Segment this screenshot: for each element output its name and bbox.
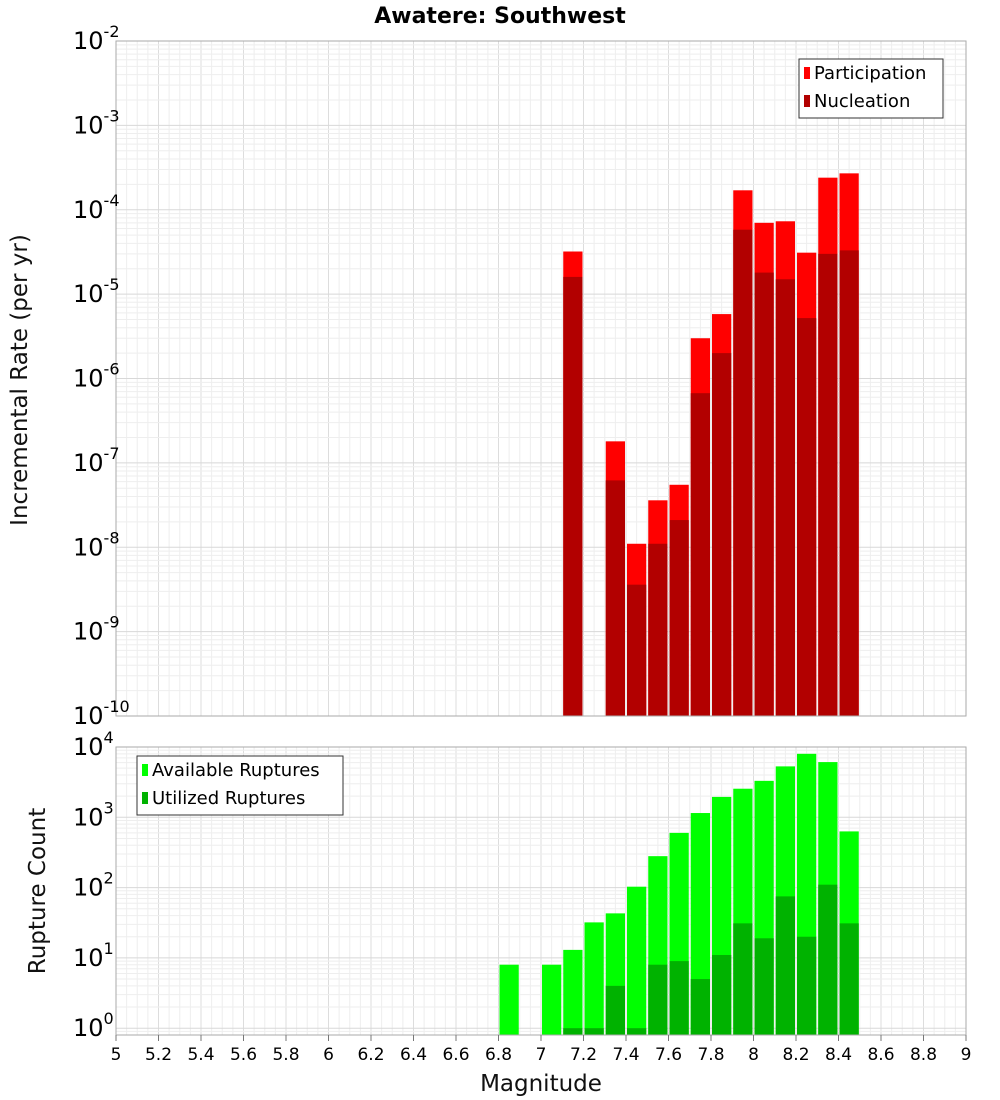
y-tick-label: 10-2 bbox=[73, 22, 120, 55]
x-tick-label: 6 bbox=[323, 1045, 334, 1065]
count-y-axis-label: Rupture Count bbox=[25, 808, 51, 974]
x-tick-label: 5.8 bbox=[272, 1045, 299, 1065]
bar-available-ruptures bbox=[627, 886, 647, 1035]
rate-y-axis-label: Incremental Rate (per yr) bbox=[7, 234, 33, 526]
bar-utilized-ruptures bbox=[754, 938, 774, 1035]
x-tick-label: 5.2 bbox=[145, 1045, 172, 1065]
bar-nucleation bbox=[563, 276, 583, 716]
bar-utilized-ruptures bbox=[775, 896, 795, 1035]
y-tick-label: 10-4 bbox=[73, 191, 120, 224]
y-tick-label: 102 bbox=[73, 869, 114, 902]
x-tick-label: 6.6 bbox=[442, 1045, 469, 1065]
bar-available-ruptures bbox=[563, 949, 583, 1035]
bar-nucleation bbox=[648, 543, 668, 716]
y-tick-label: 104 bbox=[73, 728, 114, 761]
legend-swatch bbox=[804, 95, 810, 107]
bar-utilized-ruptures bbox=[648, 964, 668, 1035]
rate-y-ticks: 10-10 10-9 10-8 10-7 10-6 10-5 10-4 10-3 10-2 bbox=[73, 22, 130, 730]
bar-nucleation bbox=[627, 584, 647, 716]
y-tick-label: 10-6 bbox=[73, 360, 120, 393]
y-tick-label: 10-7 bbox=[73, 444, 120, 477]
x-tick-label: 5 bbox=[111, 1045, 122, 1065]
count-legend: Available Ruptures Utilized Ruptures bbox=[136, 755, 344, 816]
y-tick-label: 10-9 bbox=[73, 613, 120, 646]
bar-utilized-ruptures bbox=[627, 1028, 647, 1035]
legend-swatch bbox=[142, 792, 148, 804]
bar-utilized-ruptures bbox=[563, 1028, 583, 1035]
y-tick-label: 10-8 bbox=[73, 528, 120, 561]
legend-box bbox=[798, 58, 944, 119]
y-tick-label: 10-3 bbox=[73, 106, 120, 139]
bar-nucleation bbox=[669, 520, 689, 716]
x-tick-label: 9 bbox=[961, 1045, 972, 1065]
bar-utilized-ruptures bbox=[605, 985, 625, 1035]
x-tick-label: 7.4 bbox=[612, 1045, 639, 1065]
y-tick-label: 10-10 bbox=[73, 697, 130, 730]
magnitude-x-ticks: 5 5.2 5.4 5.6 5.8 6 6.2 6.4 6.6 6.8 7 7.2 7.4 7.6 7.8 8… bbox=[111, 1035, 972, 1065]
legend-swatch bbox=[804, 67, 810, 79]
x-tick-label: 8.8 bbox=[910, 1045, 937, 1065]
bar-nucleation bbox=[839, 250, 859, 717]
bar-nucleation bbox=[818, 253, 838, 716]
legend-label: Nucleation bbox=[814, 91, 910, 112]
x-tick-label: 5.6 bbox=[230, 1045, 257, 1065]
x-axis-label: Magnitude bbox=[480, 1071, 602, 1097]
rate-plot-border bbox=[115, 40, 967, 717]
bar-utilized-ruptures bbox=[733, 923, 753, 1035]
bar-nucleation bbox=[797, 318, 817, 716]
x-tick-label: 6.8 bbox=[485, 1045, 512, 1065]
x-tick-label: 8 bbox=[748, 1045, 759, 1065]
bar-utilized-ruptures bbox=[818, 884, 838, 1035]
rate-gridlines bbox=[115, 40, 967, 717]
y-tick-label: 10-5 bbox=[73, 275, 120, 308]
count-panel: 100 101 102 103 104 5 5.2 5.4 5.6 5.8 6 6.2 6.4 6.6 6… bbox=[25, 728, 971, 1097]
bar-utilized-ruptures bbox=[669, 961, 689, 1035]
bar-available-ruptures bbox=[542, 964, 562, 1035]
bar-utilized-ruptures bbox=[712, 954, 732, 1035]
count-y-ticks: 100 101 102 103 104 bbox=[73, 728, 114, 1042]
x-tick-label: 7.6 bbox=[655, 1045, 682, 1065]
bar-nucleation bbox=[712, 353, 732, 716]
bar-nucleation bbox=[754, 272, 774, 716]
x-tick-label: 5.4 bbox=[187, 1045, 214, 1065]
bar-utilized-ruptures bbox=[690, 979, 710, 1035]
x-tick-label: 7.2 bbox=[570, 1045, 597, 1065]
bar-utilized-ruptures bbox=[584, 1028, 604, 1035]
x-tick-label: 8.4 bbox=[825, 1045, 852, 1065]
chart-title: Awatere: Southwest bbox=[374, 4, 626, 29]
x-tick-label: 6.4 bbox=[400, 1045, 427, 1065]
x-tick-label: 6.2 bbox=[357, 1045, 384, 1065]
x-tick-label: 7 bbox=[536, 1045, 547, 1065]
legend-label: Participation bbox=[814, 63, 926, 84]
rate-bars bbox=[563, 173, 859, 717]
x-tick-label: 8.2 bbox=[782, 1045, 809, 1065]
rate-panel: 10-10 10-9 10-8 10-7 10-6 10-5 10-4 10-3 10-2 In… bbox=[7, 22, 967, 730]
count-bars bbox=[499, 753, 859, 1035]
bar-available-ruptures bbox=[584, 922, 604, 1035]
bar-nucleation bbox=[733, 229, 753, 717]
y-tick-label: 101 bbox=[73, 939, 114, 972]
bar-nucleation bbox=[775, 279, 795, 716]
x-tick-label: 8.6 bbox=[867, 1045, 894, 1065]
bar-nucleation bbox=[690, 393, 710, 716]
bar-nucleation bbox=[605, 480, 625, 716]
y-tick-label: 103 bbox=[73, 798, 114, 831]
legend-box bbox=[136, 755, 344, 816]
bar-available-ruptures bbox=[499, 964, 519, 1035]
bar-utilized-ruptures bbox=[839, 923, 859, 1035]
y-tick-label: 100 bbox=[73, 1009, 114, 1042]
rate-legend: Participation Nucleation bbox=[798, 58, 944, 119]
legend-swatch bbox=[142, 764, 148, 776]
x-tick-label: 7.8 bbox=[697, 1045, 724, 1065]
bar-utilized-ruptures bbox=[797, 936, 817, 1035]
legend-label: Available Ruptures bbox=[152, 760, 320, 781]
legend-label: Utilized Ruptures bbox=[152, 788, 305, 809]
